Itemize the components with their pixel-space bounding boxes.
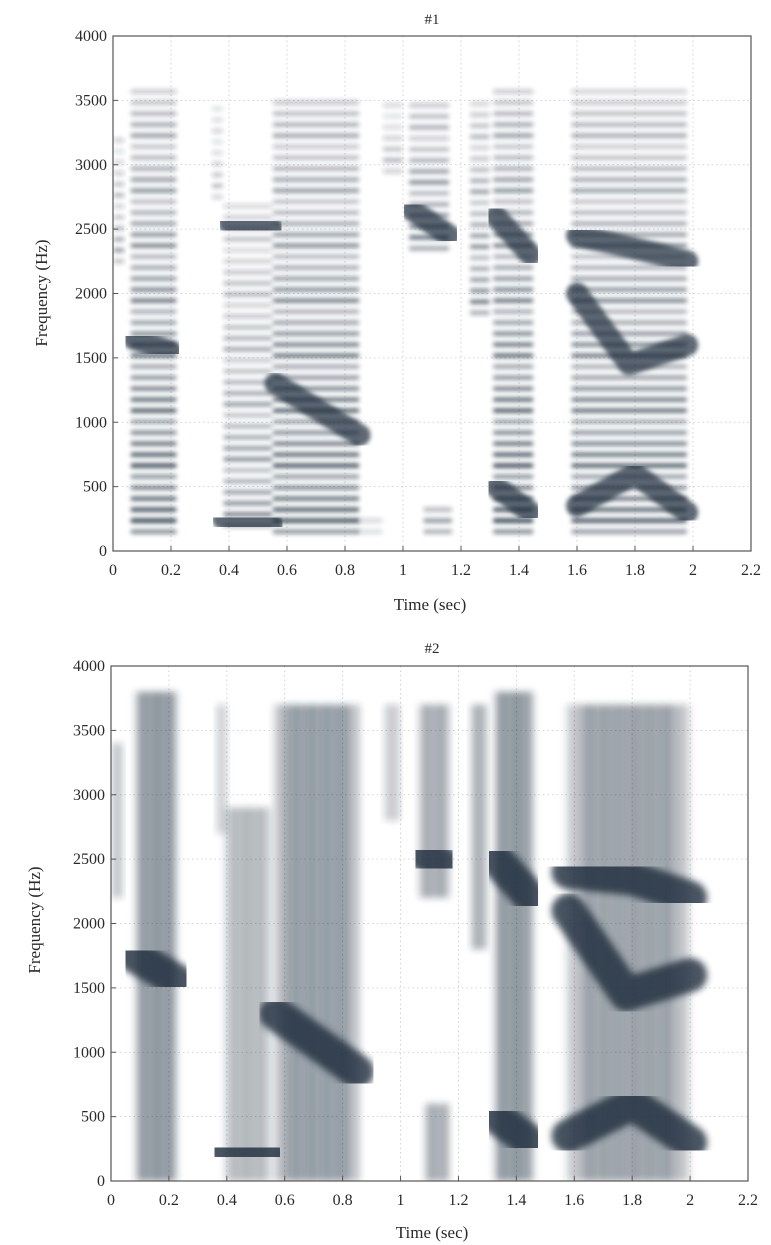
chart-2-y-ticks: 0 500 1000 1500 2000 2500 3000 3500 4000 — [73, 658, 116, 1190]
x-tick-label: 1.8 — [622, 1192, 642, 1209]
x-tick-label: 0.4 — [219, 562, 239, 579]
formant-track — [400, 198, 461, 247]
spectral-segment — [423, 507, 453, 535]
formant-track — [551, 855, 708, 915]
spectral-segment — [469, 101, 490, 316]
x-tick-label: 1.8 — [625, 562, 645, 579]
x-tick-label: 1.6 — [567, 562, 587, 579]
formant-track — [206, 1131, 288, 1173]
formant-track — [484, 475, 542, 524]
y-tick-label: 2000 — [73, 916, 105, 933]
y-tick-label: 4000 — [73, 658, 105, 675]
x-tick-label: 1.2 — [448, 1192, 468, 1209]
x-tick-label: 1.4 — [509, 562, 529, 579]
y-tick-label: 1500 — [73, 980, 105, 997]
formant-track — [479, 842, 548, 915]
spectral-segment — [223, 203, 273, 528]
chart-2-x-ticks: 0 0.2 0.4 0.6 0.8 1 1.2 1.4 1.6 1.8 2 2.2 — [107, 1176, 758, 1209]
x-tick-label: 1 — [397, 1192, 405, 1209]
y-tick-label: 1000 — [75, 414, 107, 431]
x-tick-label: 1.2 — [451, 562, 471, 579]
spectral-segment — [211, 106, 224, 200]
formant-track — [479, 1099, 548, 1160]
x-tick-label: 0.2 — [159, 1192, 179, 1209]
x-tick-label: 0.6 — [277, 562, 297, 579]
y-tick-label: 0 — [97, 1173, 105, 1190]
spectral-segment — [134, 691, 178, 1181]
chart-1: #1 0 500 1000 1500 2000 2500 3000 3500 4000 0 0.2… — [32, 12, 761, 614]
formant-track — [551, 1086, 708, 1160]
spectral-segment — [356, 518, 383, 535]
x-tick-label: 0.6 — [275, 1192, 295, 1209]
chart-1-y-ticks: 0 500 1000 1500 2000 2500 3000 3500 4000 — [75, 28, 118, 560]
spectral-segment — [272, 100, 360, 535]
formant-track — [117, 938, 195, 999]
x-tick-label: 0 — [109, 562, 117, 579]
formant-track — [566, 282, 699, 376]
spectral-segment — [382, 102, 403, 174]
chart-2: #2 0 500 1000 1500 2000 2500 3000 3500 4000 0 0.2… — [25, 641, 758, 1242]
spectral-segment — [470, 704, 487, 950]
formant-track — [484, 205, 542, 266]
chart-1-x-ticks: 0 0.2 0.4 0.6 0.8 1 1.2 1.4 1.6 1.8 2 2.2 — [109, 546, 761, 579]
chart-1-x-axis-label: Time (sec) — [394, 595, 467, 614]
y-tick-label: 2500 — [75, 221, 107, 238]
chart-2-spectrogram — [111, 691, 708, 1181]
formant-track — [566, 462, 699, 524]
chart-1-y-axis-label: Frequency (Hz) — [32, 239, 51, 346]
y-tick-label: 500 — [81, 1109, 105, 1126]
x-tick-label: 0.8 — [333, 1192, 353, 1209]
x-tick-label: 0 — [107, 1192, 115, 1209]
y-tick-label: 3000 — [75, 157, 107, 174]
spectral-segment — [417, 704, 451, 898]
formant-track — [264, 372, 371, 447]
formant-track — [259, 996, 375, 1089]
y-tick-label: 0 — [99, 543, 107, 560]
spectral-segment — [223, 807, 272, 1181]
chart-2-x-axis-label: Time (sec) — [396, 1223, 469, 1242]
y-tick-label: 2500 — [73, 851, 105, 868]
x-tick-label: 1 — [399, 562, 407, 579]
spectral-segment — [215, 704, 228, 834]
chart-2-title: #2 — [425, 641, 440, 657]
formant-track — [566, 224, 699, 273]
y-tick-label: 1000 — [73, 1044, 105, 1061]
spectral-segment — [492, 89, 534, 535]
spectral-segment — [493, 691, 535, 1181]
formant-track — [122, 327, 182, 363]
spectral-segment — [423, 1103, 450, 1181]
x-tick-label: 2.2 — [738, 1192, 758, 1209]
y-tick-label: 2000 — [75, 286, 107, 303]
x-tick-label: 0.8 — [335, 562, 355, 579]
formant-track — [218, 211, 284, 241]
x-tick-label: 2 — [689, 562, 697, 579]
formant-track — [551, 893, 708, 1012]
y-tick-label: 3000 — [73, 787, 105, 804]
y-tick-label: 3500 — [75, 92, 107, 109]
x-tick-label: 2.2 — [741, 562, 761, 579]
chart-1-spectrogram — [113, 89, 699, 537]
spectral-segment — [113, 137, 125, 264]
x-tick-label: 1.4 — [506, 1192, 526, 1209]
y-tick-label: 3500 — [73, 722, 105, 739]
chart-1-title: #1 — [425, 12, 440, 28]
spectral-segment — [383, 704, 400, 821]
x-tick-label: 2 — [686, 1192, 694, 1209]
spectral-segment — [273, 704, 361, 1181]
y-tick-label: 500 — [83, 479, 107, 496]
x-tick-label: 0.4 — [217, 1192, 237, 1209]
formant-track — [212, 507, 284, 537]
spectral-segment — [111, 743, 124, 898]
y-tick-label: 1500 — [75, 350, 107, 367]
y-tick-label: 4000 — [75, 28, 107, 45]
chart-2-y-axis-label: Frequency (Hz) — [25, 866, 44, 973]
formant-track — [403, 835, 464, 883]
x-tick-label: 1.6 — [564, 1192, 584, 1209]
x-tick-label: 0.2 — [161, 562, 181, 579]
